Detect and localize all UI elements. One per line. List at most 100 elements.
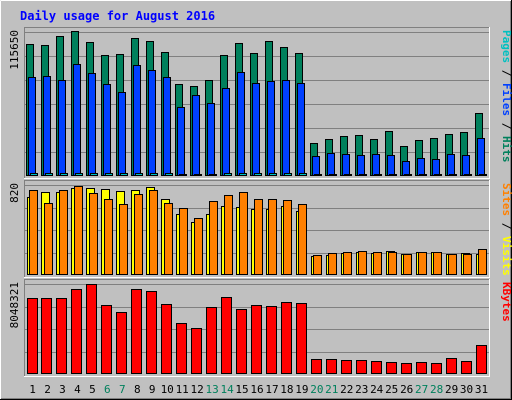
bar-files-day-27: [417, 158, 425, 176]
bar-pages-day-24: [374, 174, 382, 176]
bar-files-day-25: [387, 155, 395, 176]
bar-files-day-6: [103, 84, 111, 176]
day-label-23: 23: [355, 383, 368, 396]
bar-pages-day-13: [209, 174, 217, 176]
day-label-5: 5: [89, 383, 96, 396]
bar-pages-day-28: [434, 174, 442, 176]
bar-pages-day-6: [105, 173, 113, 176]
bar-sites-day-16: [254, 199, 263, 275]
y-max-label-requests: 115650: [8, 30, 21, 70]
legend-part-1: /: [500, 63, 512, 83]
bar-pages-day-10: [165, 173, 173, 176]
day-label-28: 28: [430, 383, 443, 396]
day-label-21: 21: [325, 383, 338, 396]
bar-sites-day-11: [179, 208, 188, 275]
day-label-6: 6: [104, 383, 111, 396]
bar-pages-day-9: [150, 173, 158, 176]
day-label-7: 7: [119, 383, 126, 396]
legend-part-4: Hits: [500, 136, 512, 163]
bar-files-day-18: [282, 80, 290, 176]
bar-pages-day-25: [389, 174, 397, 176]
bar-files-day-1: [28, 77, 36, 176]
bar-kbytes-day-19: [296, 303, 307, 374]
bar-kbytes-day-15: [236, 309, 247, 374]
bar-sites-day-29: [448, 254, 457, 275]
panel-kbytes: 8048321 KBytes: [8, 279, 512, 377]
bar-sites-day-30: [463, 254, 472, 275]
bar-files-day-13: [207, 103, 215, 176]
day-label-20: 20: [310, 383, 323, 396]
bar-kbytes-day-16: [251, 305, 262, 374]
bar-kbytes-day-17: [266, 306, 277, 374]
bar-files-day-5: [88, 73, 96, 176]
bar-sites-day-31: [478, 249, 487, 275]
legend-part-0: KBytes: [500, 282, 512, 322]
panel-visits: 820 Sites / Visits: [8, 180, 512, 278]
bar-pages-day-12: [194, 174, 202, 176]
day-label-14: 14: [220, 383, 234, 396]
day-label-22: 22: [340, 383, 353, 396]
bar-files-day-2: [43, 76, 51, 176]
day-label-3: 3: [59, 383, 66, 396]
bar-sites-day-28: [433, 252, 442, 275]
bar-kbytes-day-22: [341, 360, 352, 374]
bar-pages-day-22: [344, 174, 352, 176]
bar-sites-day-7: [119, 204, 128, 275]
bar-pages-day-3: [60, 173, 68, 176]
bar-files-day-22: [342, 154, 350, 176]
bar-sites-day-27: [418, 252, 427, 275]
y-max-label-kbytes: 8048321: [8, 282, 21, 328]
bar-pages-day-30: [464, 174, 472, 176]
bar-kbytes-day-21: [326, 359, 337, 374]
bar-sites-day-13: [209, 201, 218, 275]
day-label-31: 31: [475, 383, 488, 396]
day-label-9: 9: [149, 383, 156, 396]
bar-sites-day-1: [29, 190, 38, 275]
bar-files-day-29: [447, 154, 455, 176]
bar-sites-day-4: [74, 186, 83, 275]
day-label-11: 11: [176, 383, 189, 396]
bar-files-day-30: [462, 155, 470, 176]
bar-files-day-19: [297, 83, 305, 176]
bar-sites-day-23: [358, 251, 367, 275]
bar-pages-day-17: [269, 173, 277, 176]
bar-sites-day-14: [224, 195, 233, 275]
bar-files-day-7: [118, 92, 126, 176]
day-label-15: 15: [235, 383, 248, 396]
bar-pages-day-29: [449, 174, 457, 176]
bar-files-day-8: [133, 65, 141, 176]
day-label-12: 12: [190, 383, 203, 396]
bar-files-day-16: [252, 83, 260, 176]
bar-pages-day-31: [479, 174, 487, 176]
bar-pages-day-14: [224, 173, 232, 176]
bar-kbytes-day-12: [191, 328, 202, 374]
bar-kbytes-day-13: [206, 307, 217, 374]
bar-files-day-28: [432, 159, 440, 176]
chart-title: Daily usage for August 2016: [20, 9, 215, 23]
bar-pages-day-11: [179, 174, 187, 176]
bar-files-day-31: [477, 138, 485, 176]
bar-files-day-11: [177, 107, 185, 176]
bar-files-day-4: [73, 64, 81, 176]
series-legend-requests: Pages / Files / Hits: [500, 30, 512, 163]
bar-kbytes-day-8: [131, 289, 142, 374]
bar-pages-day-8: [135, 173, 143, 176]
bar-kbytes-day-2: [41, 298, 52, 374]
bar-kbytes-day-5: [86, 284, 97, 374]
bar-files-day-21: [327, 153, 335, 176]
day-label-1: 1: [29, 383, 36, 396]
day-label-25: 25: [385, 383, 398, 396]
x-axis-day-labels: 1 2 3 4 5 6 7 8 9 10 11 12 13 14 15 16 17 18 19 20 21 22 23 24 2…: [29, 383, 488, 396]
bar-kbytes-day-1: [27, 298, 38, 374]
day-label-13: 13: [205, 383, 218, 396]
bar-files-day-14: [222, 88, 230, 176]
bar-sites-day-15: [239, 192, 248, 275]
bar-kbytes-day-24: [371, 361, 382, 374]
bar-sites-day-18: [283, 200, 292, 275]
bar-sites-day-22: [343, 252, 352, 275]
bar-pages-day-2: [45, 173, 53, 176]
bar-sites-day-17: [268, 199, 277, 275]
day-label-18: 18: [280, 383, 293, 396]
day-label-24: 24: [370, 383, 384, 396]
